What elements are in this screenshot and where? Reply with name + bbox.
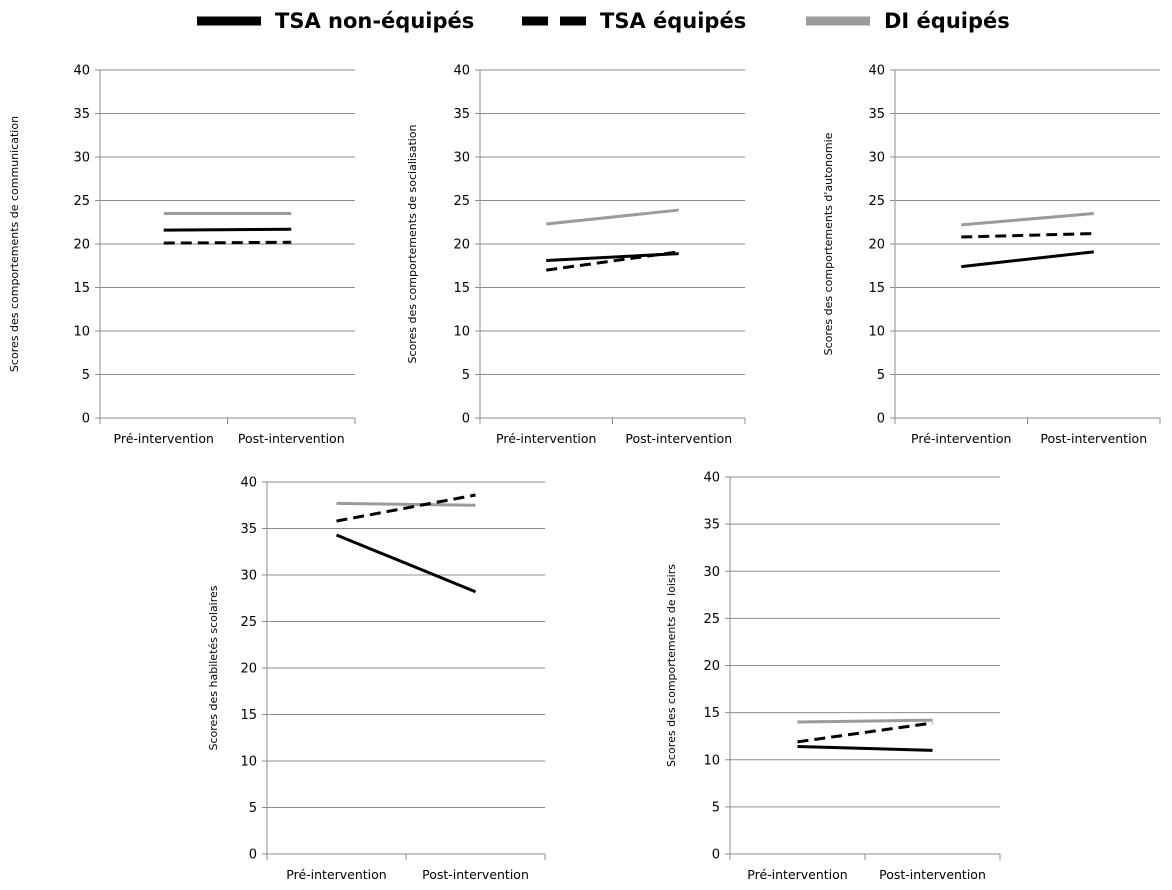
series-line-tsa-non-equipes bbox=[961, 250, 1094, 269]
y-tick-label: 10 bbox=[868, 325, 885, 340]
chart-loisirs: 0 5 10 15 20 25 30 35 40 Pré-intervention Post-int… bbox=[665, 471, 1001, 882]
series-line-tsa-equipes bbox=[336, 493, 476, 523]
legend-label: TSA équipés bbox=[600, 9, 747, 33]
x-tick-label: Post-intervention bbox=[625, 431, 732, 446]
y-tick-label: 0 bbox=[712, 848, 720, 863]
y-tick-label: 5 bbox=[82, 368, 90, 383]
y-tick-label: 30 bbox=[453, 151, 470, 166]
chart-communication: 0 5 10 15 20 25 30 35 40 Pré-intervention Post-int… bbox=[8, 64, 356, 446]
y-tick-label: 20 bbox=[868, 238, 885, 253]
series-line-tsa-non-equipes bbox=[163, 227, 292, 232]
y-axis-label: Scores des comportements d'autonomie bbox=[822, 132, 835, 355]
y-tick-label: 25 bbox=[453, 194, 470, 209]
y-tick-label: 5 bbox=[877, 368, 885, 383]
y-tick-label: 0 bbox=[462, 412, 470, 427]
chart-habiletes-scolaires: 0 5 10 15 20 25 30 35 40 Pré-intervention Post-int… bbox=[207, 476, 546, 882]
series-line-tsa-equipes bbox=[961, 232, 1094, 239]
y-tick-label: 25 bbox=[703, 612, 720, 627]
y-tick-label: 30 bbox=[73, 151, 90, 166]
x-tick-label: Pré-intervention bbox=[911, 431, 1011, 446]
y-tick-label: 0 bbox=[877, 412, 885, 427]
y-tick-label: 15 bbox=[240, 708, 257, 723]
x-tick-label: Pré-intervention bbox=[747, 867, 847, 882]
legend-label: TSA non-équipés bbox=[275, 9, 475, 33]
y-tick-label: 30 bbox=[240, 569, 257, 584]
series-line-di-equipes bbox=[336, 501, 476, 507]
y-axis-label: Scores des comportements de communicatio… bbox=[8, 116, 21, 372]
y-tick-label: 5 bbox=[462, 368, 470, 383]
legend-swatch-solid-black bbox=[197, 6, 261, 36]
series-line-di-equipes bbox=[797, 718, 933, 724]
y-tick-label: 10 bbox=[453, 325, 470, 340]
y-tick-label: 10 bbox=[73, 325, 90, 340]
y-tick-label: 15 bbox=[73, 281, 90, 296]
x-tick-label: Pré-intervention bbox=[114, 431, 214, 446]
y-tick-label: 35 bbox=[73, 107, 90, 122]
y-tick-label: 25 bbox=[73, 194, 90, 209]
y-tick-label: 40 bbox=[73, 64, 90, 79]
y-tick-label: 20 bbox=[240, 662, 257, 677]
legend-item-tsa-non-equipes: TSA non-équipés bbox=[197, 6, 474, 36]
series-line-tsa-equipes bbox=[797, 721, 933, 744]
y-axis-label: Scores des comportements de loisirs bbox=[665, 564, 678, 767]
y-tick-label: 25 bbox=[240, 615, 257, 630]
x-tick-label: Post-intervention bbox=[422, 867, 529, 882]
y-tick-label: 5 bbox=[249, 801, 257, 816]
x-tick-label: Post-intervention bbox=[238, 431, 345, 446]
y-tick-label: 30 bbox=[703, 565, 720, 580]
y-tick-label: 35 bbox=[868, 107, 885, 122]
chart-socialisation: 0 5 10 15 20 25 30 35 40 Pré-intervention Post-int… bbox=[406, 64, 746, 446]
legend-item-tsa-equipes: TSA équipés bbox=[522, 6, 746, 36]
series-line-tsa-non-equipes bbox=[546, 252, 679, 263]
y-tick-label: 20 bbox=[703, 659, 720, 674]
y-tick-label: 0 bbox=[249, 848, 257, 863]
y-tick-label: 15 bbox=[703, 706, 720, 721]
legend-label: DI équipés bbox=[884, 9, 1010, 33]
y-tick-label: 25 bbox=[868, 194, 885, 209]
y-tick-label: 40 bbox=[703, 471, 720, 486]
x-tick-label: Post-intervention bbox=[879, 867, 986, 882]
y-tick-label: 35 bbox=[703, 518, 720, 533]
legend-swatch-dashed-black bbox=[522, 6, 586, 36]
x-tick-label: Pré-intervention bbox=[496, 431, 596, 446]
y-tick-label: 35 bbox=[240, 522, 257, 537]
chart-autonomie: 0 5 10 15 20 25 30 35 40 Pré-intervention Post-int… bbox=[822, 64, 1161, 446]
y-tick-label: 15 bbox=[868, 281, 885, 296]
chart-legend: TSA non-équipés TSA équipés DI équipés bbox=[0, 0, 1172, 44]
x-tick-label: Post-intervention bbox=[1040, 431, 1147, 446]
y-tick-label: 15 bbox=[453, 281, 470, 296]
y-tick-label: 0 bbox=[82, 412, 90, 427]
y-tick-label: 35 bbox=[453, 107, 470, 122]
series-line-tsa-non-equipes bbox=[797, 745, 933, 752]
y-tick-label: 40 bbox=[868, 64, 885, 79]
y-tick-label: 20 bbox=[453, 238, 470, 253]
y-tick-label: 40 bbox=[453, 64, 470, 79]
y-tick-label: 5 bbox=[712, 800, 720, 815]
y-tick-label: 10 bbox=[240, 755, 257, 770]
series-line-tsa-equipes bbox=[163, 240, 292, 245]
y-tick-label: 10 bbox=[703, 753, 720, 768]
series-line-di-equipes bbox=[546, 208, 679, 226]
series-line-tsa-non-equipes bbox=[335, 533, 477, 594]
y-tick-label: 30 bbox=[868, 151, 885, 166]
y-axis-label: Scores des comportements de socialisatio… bbox=[406, 124, 419, 363]
legend-swatch-solid-gray bbox=[806, 6, 870, 36]
x-tick-label: Pré-intervention bbox=[286, 867, 386, 882]
y-tick-label: 40 bbox=[240, 476, 257, 491]
series-line-di-equipes bbox=[961, 212, 1094, 227]
legend-item-di-equipes: DI équipés bbox=[806, 6, 1010, 36]
y-tick-label: 20 bbox=[73, 238, 90, 253]
y-axis-label: Scores des habiletés scolaires bbox=[207, 585, 220, 750]
